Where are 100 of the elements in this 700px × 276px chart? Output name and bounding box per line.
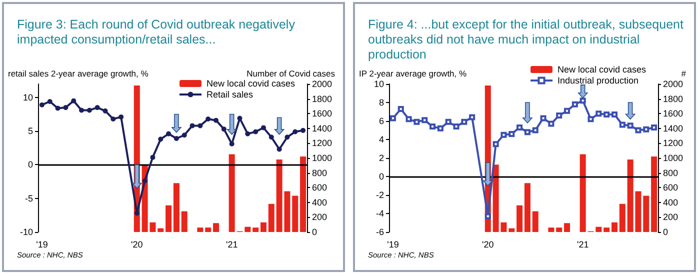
y-tick-label: -5: [24, 193, 33, 204]
point: [214, 118, 219, 123]
point: [39, 102, 44, 108]
bar: [532, 211, 538, 232]
chart-title: Figure 4: ...but except for the initial outbreak, subsequent outbreaks did not have much impact on industrial production: [368, 18, 687, 62]
bar: [524, 183, 530, 232]
point: [430, 124, 436, 130]
legend-label: Industrial production: [558, 76, 639, 86]
x-tick-label: '20: [482, 240, 494, 250]
point: [516, 124, 523, 130]
point: [500, 132, 507, 138]
bar: [548, 228, 554, 232]
y-tick-label: -6: [376, 227, 384, 237]
point: [166, 131, 172, 136]
point: [63, 105, 68, 110]
y-tick-label: 2: [378, 153, 384, 163]
bar: [564, 223, 570, 232]
y-tick-label: -10: [20, 227, 33, 237]
point: [604, 112, 610, 118]
y2-tick-label: 0: [312, 227, 318, 237]
point: [292, 129, 298, 134]
point: [260, 125, 266, 130]
point: [492, 141, 499, 148]
y-tick-label: -4: [376, 208, 384, 218]
point: [158, 136, 164, 142]
point: [627, 122, 634, 129]
bar: [260, 222, 266, 232]
point: [611, 112, 618, 118]
y2-tick-label: 1800: [663, 94, 684, 104]
bar: [166, 205, 172, 232]
x-tick-label: '21: [226, 240, 238, 250]
x-tick-label: '19: [36, 240, 48, 250]
y2-tick-label: 0: [663, 227, 668, 237]
point: [253, 129, 258, 134]
y2-tick-label: 1800: [312, 94, 332, 104]
bar: [580, 154, 586, 232]
bar: [516, 205, 523, 232]
y2-axis-title: Number of Covid cases: [246, 68, 335, 78]
point: [174, 136, 179, 141]
bar: [300, 156, 306, 232]
bar: [158, 228, 164, 232]
point: [86, 108, 92, 113]
bar: [181, 211, 188, 232]
point: [142, 178, 148, 184]
point: [556, 112, 562, 118]
point: [237, 116, 242, 121]
point: [134, 210, 140, 216]
point: [276, 146, 282, 152]
y2-tick-label: 200: [663, 212, 678, 222]
y-tick-label: 10: [22, 92, 33, 102]
point: [206, 116, 211, 122]
point: [182, 132, 187, 138]
y2-tick-label: 2000: [312, 79, 332, 89]
point: [398, 106, 404, 112]
bar: [556, 228, 562, 232]
y2-tick-label: 1000: [663, 153, 684, 163]
y2-tick-label: 800: [312, 168, 328, 178]
bar: [508, 228, 515, 232]
bar: [611, 222, 618, 232]
y-tick-label: 10: [374, 79, 384, 89]
point: [422, 117, 428, 124]
y-tick-label: 8: [378, 98, 384, 108]
point: [437, 125, 444, 132]
bar: [252, 228, 259, 232]
point: [102, 108, 108, 114]
point: [268, 134, 274, 140]
point: [484, 213, 491, 220]
y2-tick-label: 400: [663, 197, 678, 208]
point: [245, 131, 250, 136]
point: [71, 98, 76, 104]
y2-tick-label: 1600: [663, 108, 684, 119]
y2-tick-label: 400: [312, 197, 328, 208]
point: [580, 98, 586, 104]
point: [221, 126, 226, 132]
point: [651, 124, 658, 130]
point: [619, 122, 626, 128]
point: [532, 127, 538, 134]
point: [47, 98, 52, 104]
point: [548, 120, 554, 127]
y-tick-label: 6: [378, 116, 384, 126]
point: [540, 115, 546, 122]
y2-tick-label: 200: [312, 212, 328, 222]
point: [150, 154, 156, 160]
bar: [292, 196, 298, 232]
y2-tick-label: 1600: [312, 108, 332, 119]
y2-tick-label: 600: [663, 182, 678, 193]
point: [524, 129, 530, 136]
bar: [228, 154, 235, 232]
point: [79, 108, 84, 113]
y2-tick-label: 1400: [312, 123, 332, 134]
point: [596, 110, 602, 117]
bar: [173, 183, 180, 232]
point: [198, 123, 203, 128]
bar: [213, 223, 220, 232]
x-tick-label: '21: [576, 240, 589, 250]
point: [453, 124, 460, 130]
legend-label: Retail sales: [206, 90, 254, 100]
y-tick-label: 4: [378, 134, 384, 144]
bar: [604, 228, 610, 232]
point: [406, 116, 412, 122]
